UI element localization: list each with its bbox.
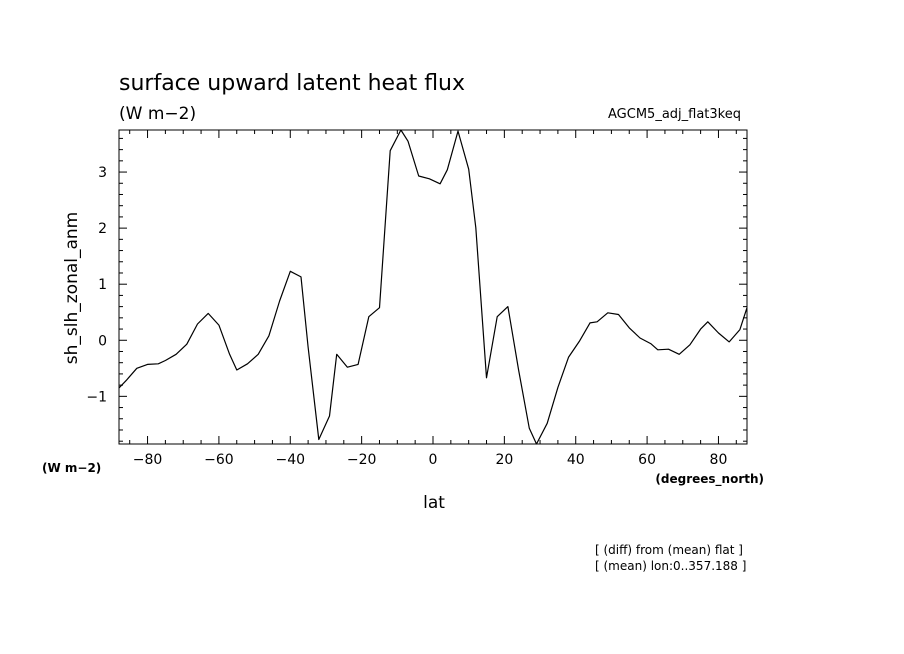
plot-area: −80 −60 −40 −20 0 20 40 60 80 −1 0 1 2 3 — [86, 129, 748, 468]
x-tick-label: 40 — [567, 452, 585, 468]
y-tick-label: 2 — [98, 221, 107, 237]
x-tick-label: −60 — [204, 452, 234, 468]
x-tick-label: 0 — [429, 452, 438, 468]
run-label: AGCM5_adj_flat3keq — [608, 107, 741, 122]
y-tick-label: 3 — [98, 165, 107, 181]
note-mean: [ (mean) lon:0..357.188 ] — [595, 559, 746, 573]
x-tick-label: 60 — [638, 452, 656, 468]
x-axis-label: lat — [423, 493, 445, 513]
series-line-0 — [118, 129, 748, 445]
x-tick-label: 80 — [710, 452, 728, 468]
x-tick-label: −20 — [347, 452, 377, 468]
chart-subtitle: (W m−2) — [119, 104, 196, 124]
y-tick-label: −1 — [86, 389, 107, 405]
y-axis-unit: (W m−2) — [42, 461, 101, 475]
y-axis-label: sh_slh_zonal_anm — [62, 212, 82, 364]
x-tick-label: 20 — [495, 452, 513, 468]
plot-frame — [118, 129, 748, 445]
y-tick-label: 0 — [98, 333, 107, 349]
y-tick-label: 1 — [98, 277, 107, 293]
x-tick-label: −80 — [133, 452, 163, 468]
chart-title: surface upward latent heat flux — [119, 71, 465, 96]
note-diff: [ (diff) from (mean) flat ] — [595, 543, 743, 557]
x-tick-label: −40 — [275, 452, 305, 468]
x-axis-unit: (degrees_north) — [655, 472, 764, 487]
